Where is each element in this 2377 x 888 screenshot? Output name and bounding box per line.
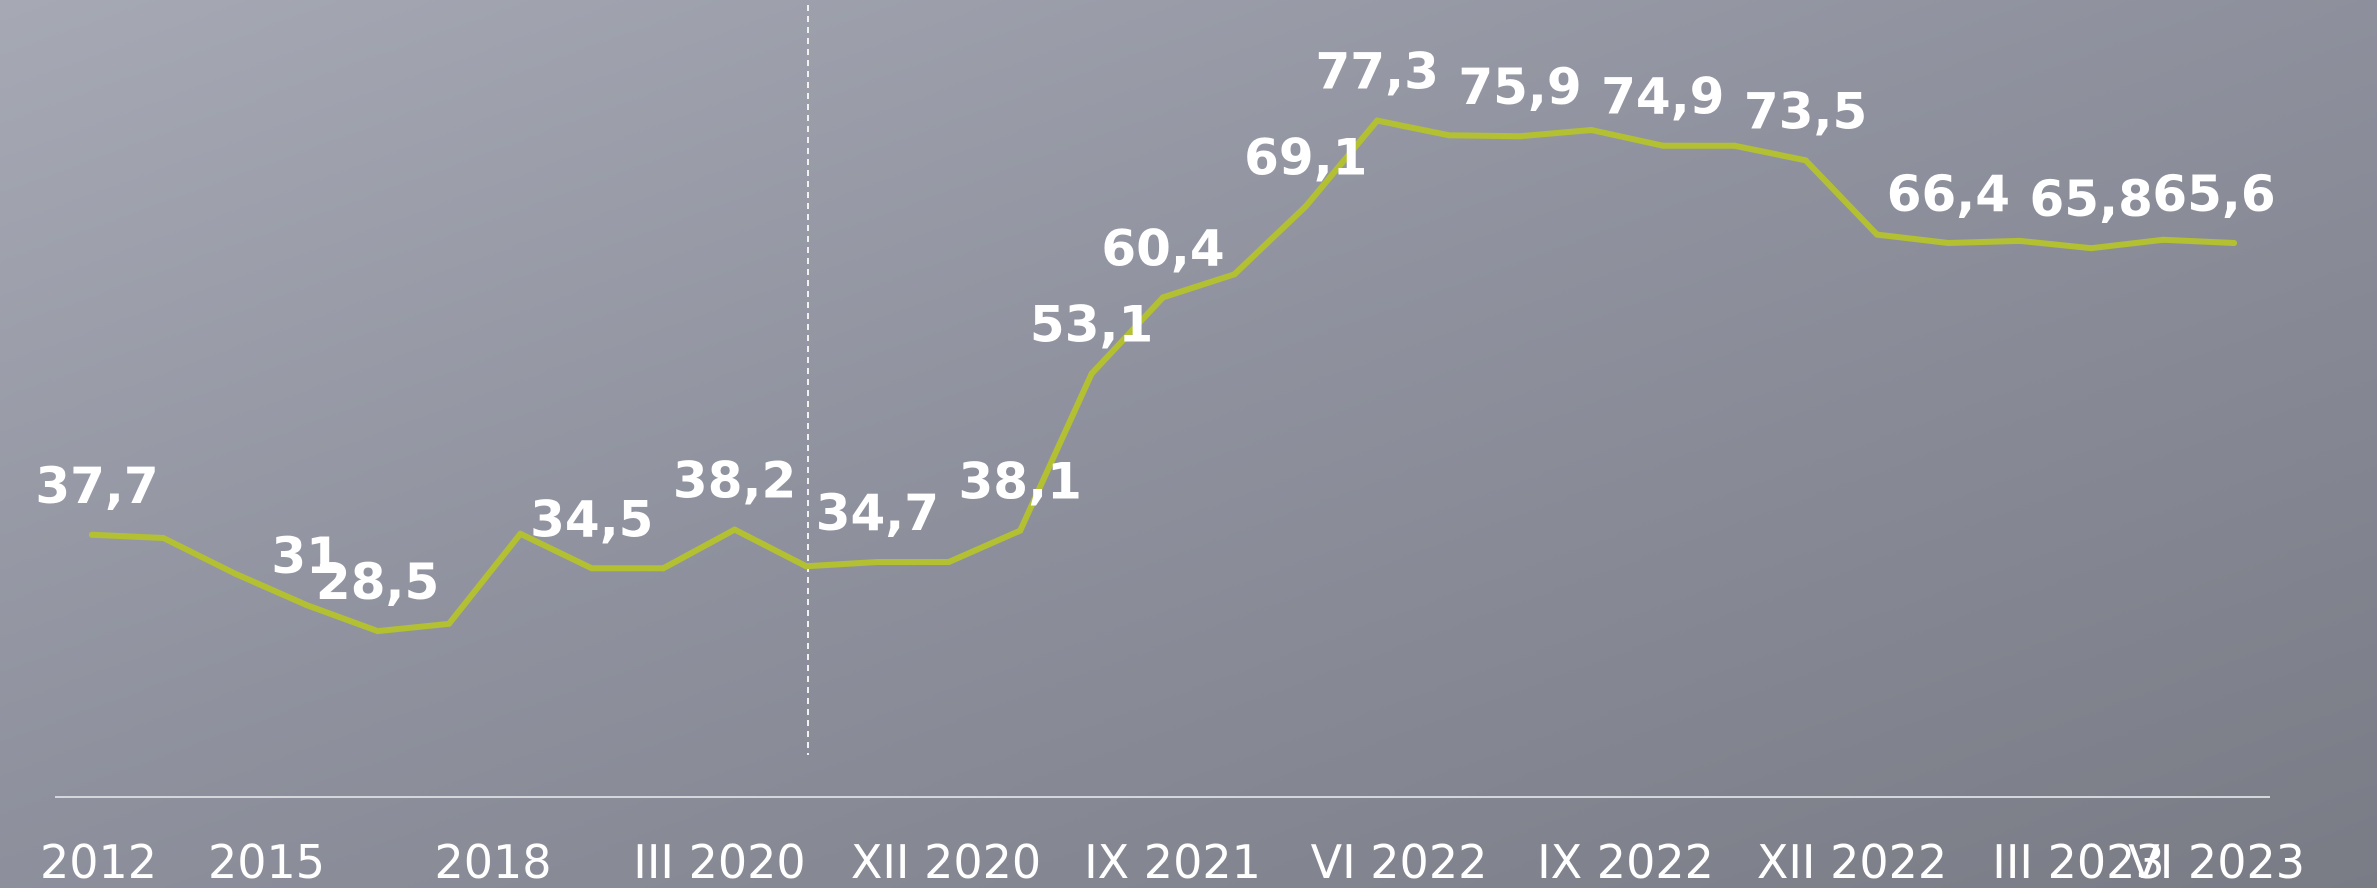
data-point: [89, 531, 95, 538]
data-point: [1088, 370, 1095, 377]
x-tick-label: 2015: [208, 835, 325, 888]
data-point: [1374, 117, 1381, 124]
x-tick-label: VI 2023: [2128, 835, 2305, 888]
data-point: [2088, 245, 2095, 252]
x-tick-labels: 2012 2015 2018 III 2020 XII 2020 IX 2021 VI 20…: [40, 835, 2305, 888]
data-point: [945, 559, 952, 566]
data-label: 34,7: [816, 484, 939, 542]
data-point: [2016, 237, 2023, 244]
data-label: 75,9: [1458, 58, 1581, 116]
data-point: [1802, 157, 1809, 164]
data-label: 73,5: [1744, 82, 1867, 140]
data-label: 66,4: [1887, 165, 2010, 223]
data-point: [731, 526, 738, 533]
data-label: 65,8: [2030, 170, 2153, 228]
data-label: 38,1: [959, 453, 1082, 511]
data-point: [1302, 203, 1309, 210]
data-point: [2159, 236, 2166, 243]
data-point: [2231, 239, 2237, 246]
x-tick-label: VI 2022: [1311, 835, 1488, 888]
x-tick-label: III 2020: [633, 835, 805, 888]
data-point: [660, 565, 667, 572]
data-label: 28,5: [316, 553, 439, 611]
data-point: [446, 620, 452, 627]
data-point: [160, 534, 167, 541]
data-point: [231, 570, 238, 577]
data-label: 38,2: [673, 452, 796, 510]
data-label: 37,7: [35, 457, 158, 515]
x-tick-label: IX 2021: [1084, 835, 1261, 888]
data-label: 34,5: [530, 490, 653, 548]
data-point: [1731, 142, 1738, 149]
x-tick-label: XII 2022: [1757, 835, 1947, 888]
data-point: [1659, 142, 1666, 149]
data-point: [374, 628, 381, 635]
data-point: [303, 601, 310, 608]
x-tick-label: III 2023: [1992, 835, 2164, 888]
data-point: [517, 530, 524, 537]
data-label: 74,9: [1601, 68, 1724, 126]
x-tick-label: 2018: [434, 835, 551, 888]
data-label: 31: [271, 527, 341, 585]
data-label: 69,1: [1244, 128, 1367, 186]
x-tick-label: IX 2022: [1537, 835, 1714, 888]
data-point: [803, 563, 809, 570]
data-label: 53,1: [1030, 296, 1153, 354]
data-points: [89, 117, 2237, 635]
data-label: 77,3: [1316, 43, 1439, 101]
data-point: [588, 565, 595, 572]
data-point: [1874, 231, 1880, 238]
data-label: 65,6: [2152, 165, 2275, 223]
data-point: [1231, 271, 1238, 278]
data-label: 60,4: [1101, 219, 1224, 277]
data-point: [1588, 126, 1595, 133]
x-tick-label: XII 2020: [851, 835, 1041, 888]
data-point: [1017, 527, 1024, 534]
data-point: [874, 559, 881, 566]
data-point: [1945, 239, 1952, 246]
data-point: [1445, 132, 1452, 139]
x-tick-label: 2012: [40, 835, 157, 888]
data-point: [1160, 294, 1166, 301]
data-point: [1517, 133, 1523, 140]
